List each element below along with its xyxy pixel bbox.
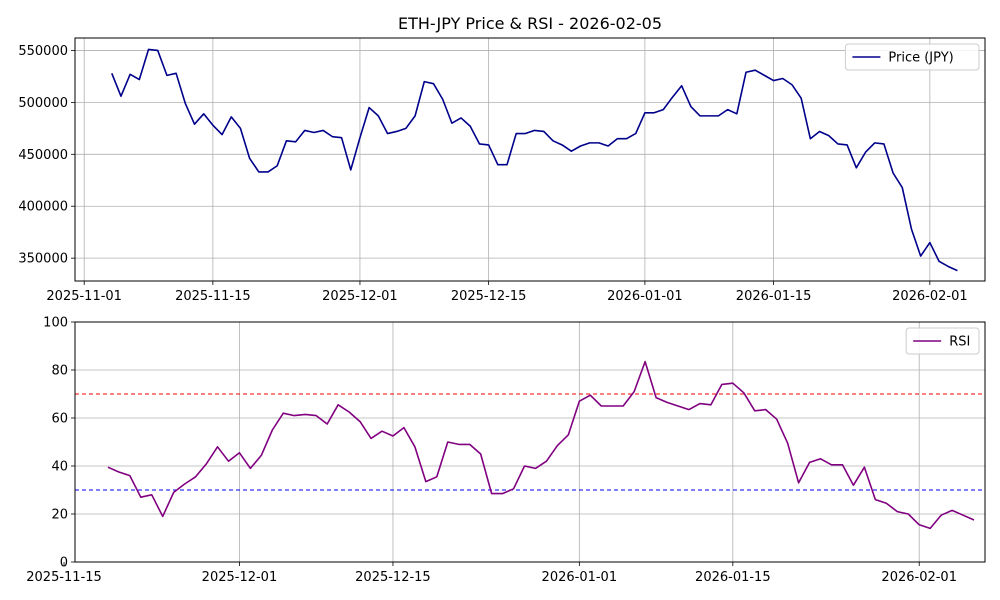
price-y-tick-label: 400000 [18, 200, 68, 215]
price-x-tick-label: 2026-01-01 [607, 289, 683, 304]
rsi-y-tick-label: 0 [60, 556, 68, 571]
rsi-x-tick-label: 2026-02-01 [881, 570, 957, 585]
price-grid [75, 38, 985, 281]
price-x-tick-label: 2026-01-15 [736, 289, 812, 304]
rsi-series-line [107, 360, 975, 530]
rsi-reference-lines [75, 393, 985, 491]
rsi-y-tick-label: 40 [51, 460, 68, 475]
price-y-ticks: 350000 400000 450000 500000 550000 [18, 44, 75, 267]
rsi-x-tick-label: 2026-01-15 [695, 570, 771, 585]
rsi-y-tick-label: 100 [43, 316, 68, 331]
price-legend-box [844, 43, 980, 71]
rsi-grid [75, 322, 985, 562]
rsi-series [107, 360, 975, 530]
price-series [111, 48, 958, 272]
rsi-x-tick-label: 2025-12-15 [355, 570, 431, 585]
price-series-line [111, 48, 958, 272]
rsi-legend: RSI [905, 327, 980, 355]
figure-title: ETH-JPY Price & RSI - 2026-02-05 [398, 14, 662, 33]
price-x-tick-label: 2026-02-01 [892, 289, 968, 304]
price-y-tick-label: 550000 [18, 44, 68, 59]
rsi-legend-box [905, 327, 980, 355]
price-y-tick-label: 350000 [18, 252, 68, 267]
price-x-tick-label: 2025-12-01 [322, 289, 398, 304]
rsi-legend-label: RSI [949, 335, 970, 350]
price-x-tick-label: 2025-11-15 [175, 289, 251, 304]
price-x-tick-label: 2025-11-01 [46, 289, 122, 304]
price-axes-frame [74, 37, 986, 282]
rsi-x-ticks: 2025-11-15 2025-12-01 2025-12-15 2026-01-01… [26, 562, 957, 585]
rsi-y-tick-label: 20 [51, 508, 68, 523]
rsi-x-tick-label: 2026-01-01 [542, 570, 618, 585]
rsi-x-tick-label: 2025-12-01 [202, 570, 278, 585]
price-legend: Price (JPY) [844, 43, 980, 71]
price-y-tick-label: 450000 [18, 148, 68, 163]
price-panel: 2025-11-01 2025-11-15 2025-12-01 2025-12-15… [18, 37, 986, 304]
rsi-x-tick-label: 2025-11-15 [26, 570, 102, 585]
rsi-y-ticks: 0 20 40 60 80 100 [43, 316, 75, 571]
rsi-panel: 2025-11-15 2025-12-01 2025-12-15 2026-01-01… [26, 316, 986, 585]
rsi-y-tick-label: 60 [51, 412, 68, 427]
price-legend-label: Price (JPY) [888, 51, 953, 66]
price-x-tick-label: 2025-12-15 [451, 289, 527, 304]
rsi-axes-frame [74, 321, 986, 563]
price-y-tick-label: 500000 [18, 96, 68, 111]
rsi-y-tick-label: 80 [51, 364, 68, 379]
price-x-ticks: 2025-11-01 2025-11-15 2025-12-01 2025-12-15… [46, 281, 968, 304]
